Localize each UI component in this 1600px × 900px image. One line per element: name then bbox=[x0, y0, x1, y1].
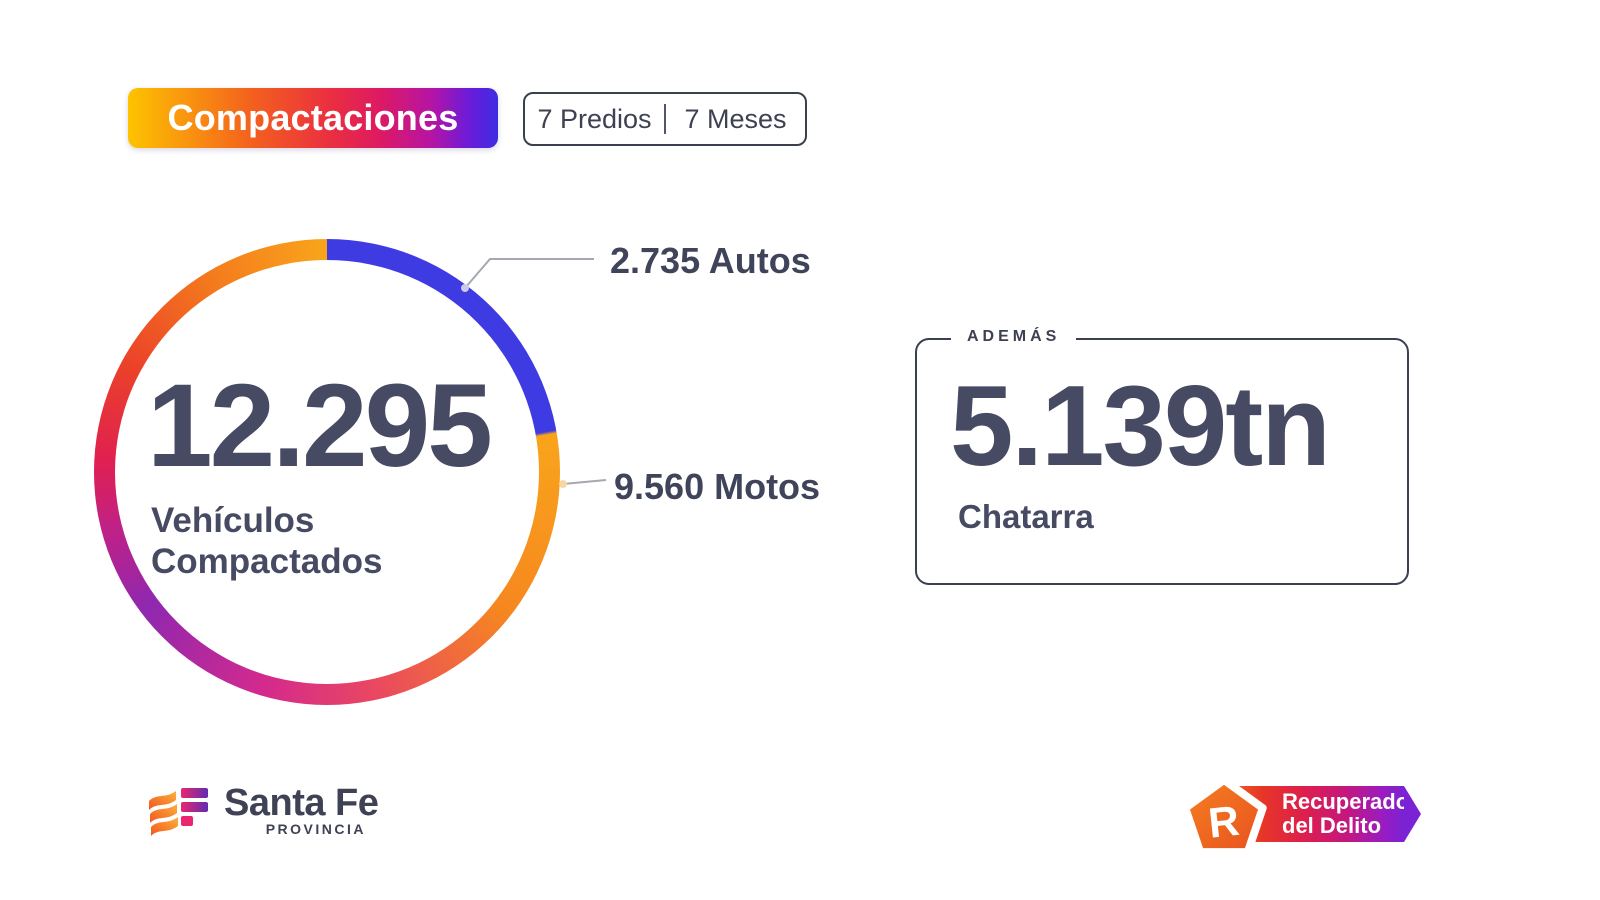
f-bars bbox=[181, 788, 208, 826]
stat-predios: 7 Predios bbox=[537, 103, 652, 134]
donut-chart: 12.295 Vehículos Compactados bbox=[94, 239, 560, 705]
recuperado-line1: Recuperado bbox=[1282, 788, 1410, 814]
shield-letter: R bbox=[1206, 797, 1241, 847]
stat-meses: 7 Meses bbox=[684, 103, 787, 134]
chatarra-value: 5.139tn bbox=[950, 363, 1331, 490]
ademas-card: ADEMÁS 5.139tn Chatarra bbox=[915, 328, 1409, 585]
total-label-line1: Vehículos bbox=[151, 501, 315, 540]
title-badge: Compactaciones bbox=[128, 88, 498, 148]
santa-fe-logo-icon bbox=[149, 788, 208, 836]
ademas-legend: ADEMÁS bbox=[951, 328, 1077, 346]
recuperado-shield-icon: R bbox=[1181, 775, 1267, 857]
page-title: Compactaciones bbox=[167, 97, 459, 138]
donut-center-text: 12.295 Vehículos Compactados bbox=[147, 360, 493, 582]
motos-anchor-dot bbox=[559, 480, 567, 488]
total-value: 12.295 bbox=[147, 360, 493, 492]
motos-leader-line bbox=[562, 479, 607, 485]
donut-hole bbox=[115, 260, 539, 684]
stats-divider bbox=[664, 104, 666, 134]
brand-name: Santa Fe bbox=[224, 782, 379, 824]
callout-autos-label: 2.735 Autos bbox=[610, 240, 811, 281]
brand-subtitle: PROVINCIA bbox=[265, 821, 366, 837]
total-label-line2: Compactados bbox=[151, 541, 383, 581]
callout-motos-label: 9.560 Motos bbox=[614, 466, 821, 507]
total-label: Vehículos Compactados bbox=[151, 501, 490, 582]
wavy-stripes bbox=[149, 791, 178, 836]
chatarra-label: Chatarra bbox=[958, 498, 1094, 535]
stats-box: 7 Predios 7 Meses bbox=[523, 92, 807, 146]
recuperado-line2: del Delito bbox=[1282, 813, 1382, 838]
